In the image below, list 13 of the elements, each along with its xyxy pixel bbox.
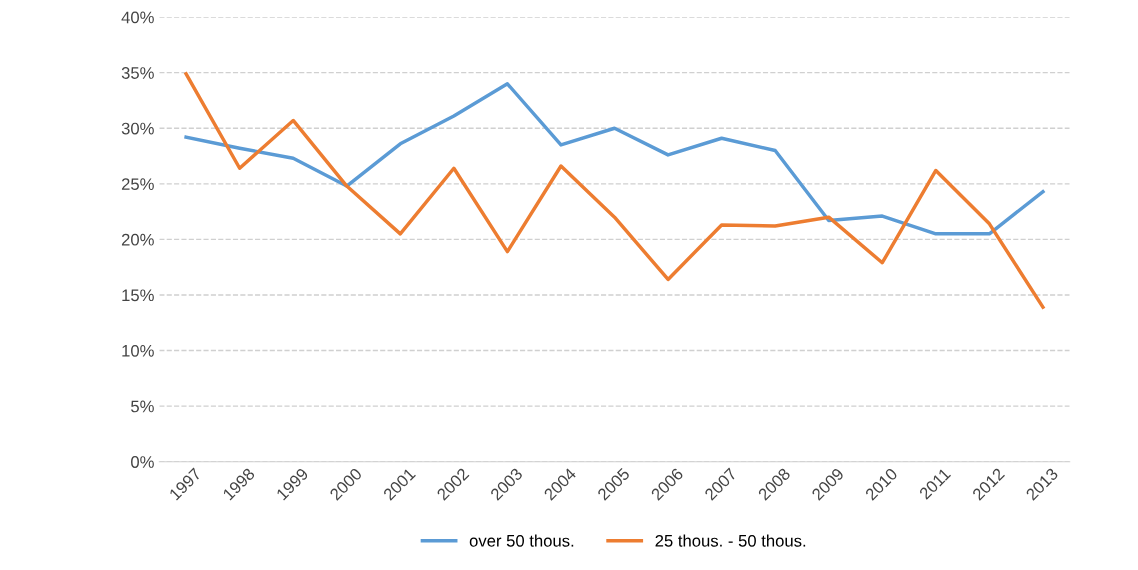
y-tick-label: 10% bbox=[122, 344, 154, 357]
legend-label: over 50 thous. bbox=[469, 534, 574, 547]
legend-label: 25 thous. - 50 thous. bbox=[655, 534, 806, 547]
y-tick-label: 15% bbox=[122, 289, 154, 302]
y-tick-label: 35% bbox=[121, 67, 154, 79]
y-tick-label: 30% bbox=[121, 122, 154, 135]
y-tick-label: 40% bbox=[121, 11, 154, 24]
y-tick-label: 25% bbox=[121, 178, 154, 191]
line-series bbox=[184, 82, 1045, 236]
line-series bbox=[184, 72, 1045, 309]
y-tick-label: 20% bbox=[121, 233, 154, 246]
y-tick-label: 5% bbox=[131, 400, 154, 413]
y-tick-label: 0% bbox=[131, 456, 154, 468]
